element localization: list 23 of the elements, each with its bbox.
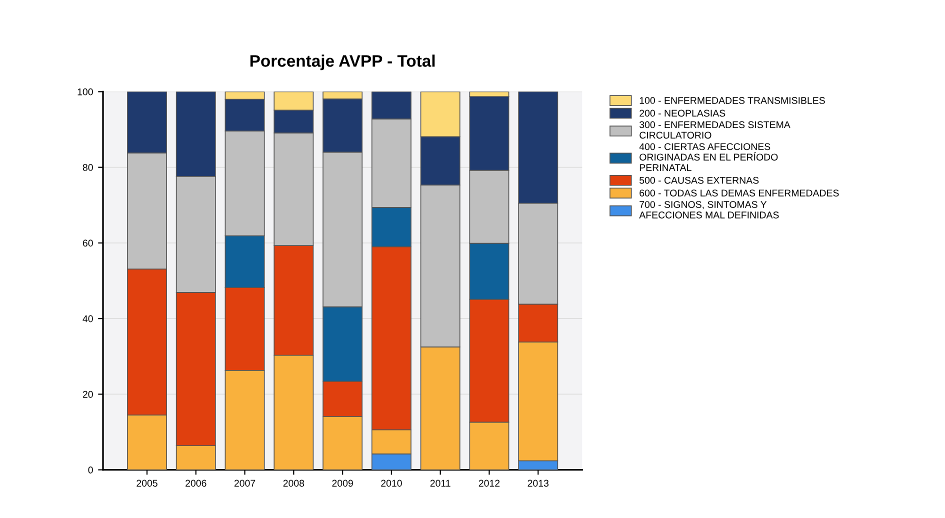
y-tick-label: 0 — [88, 466, 93, 474]
x-tick-label: 2008 — [283, 480, 304, 487]
x-tick-label: 2010 — [381, 480, 402, 487]
y-tick-label: 100 — [78, 88, 93, 96]
x-tick-label: 2013 — [528, 480, 549, 487]
x-tick-label: 2009 — [332, 480, 353, 487]
legend-label: 600 - TODAS LAS DEMAS ENFERMEDADES — [640, 190, 839, 196]
y-tick-label: 40 — [82, 315, 93, 322]
y-tick-label: 20 — [82, 390, 93, 398]
y-tick-label: 60 — [82, 240, 93, 247]
legend-label: 200 - NEOPLASIAS — [640, 110, 726, 117]
y-tick-label: 80 — [82, 164, 93, 171]
x-tick-label: 2007 — [234, 480, 256, 487]
legend-label: 400 - CIERTAS AFECCIONES ORIGINADAS EN EL PERÍODO PERINATAL — [639, 143, 778, 171]
legend-label: 700 - SIGNOS, SINTOMAS Y AFECCIONES MAL DEFINIDAS — [639, 201, 779, 218]
legend-label: 100 - ENFERMEDADES TRANSMISIBLES — [640, 97, 825, 104]
x-tick-label: 2006 — [186, 480, 206, 487]
chart-title: Porcentaje AVPP - Total — [250, 54, 435, 70]
x-tick-label: 2011 — [430, 480, 450, 487]
legend-label: 500 - CAUSAS EXTERNAS — [640, 176, 759, 184]
legend-label: 300 - ENFERMEDADES SISTEMA CIRCULATORIO — [640, 121, 790, 139]
x-tick-label: 2012 — [478, 480, 500, 487]
x-tick-label: 2005 — [136, 480, 158, 487]
